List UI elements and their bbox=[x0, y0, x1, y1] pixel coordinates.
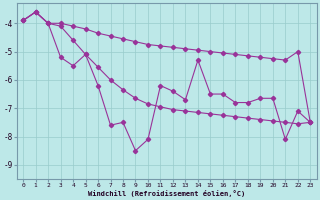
X-axis label: Windchill (Refroidissement éolien,°C): Windchill (Refroidissement éolien,°C) bbox=[88, 190, 245, 197]
